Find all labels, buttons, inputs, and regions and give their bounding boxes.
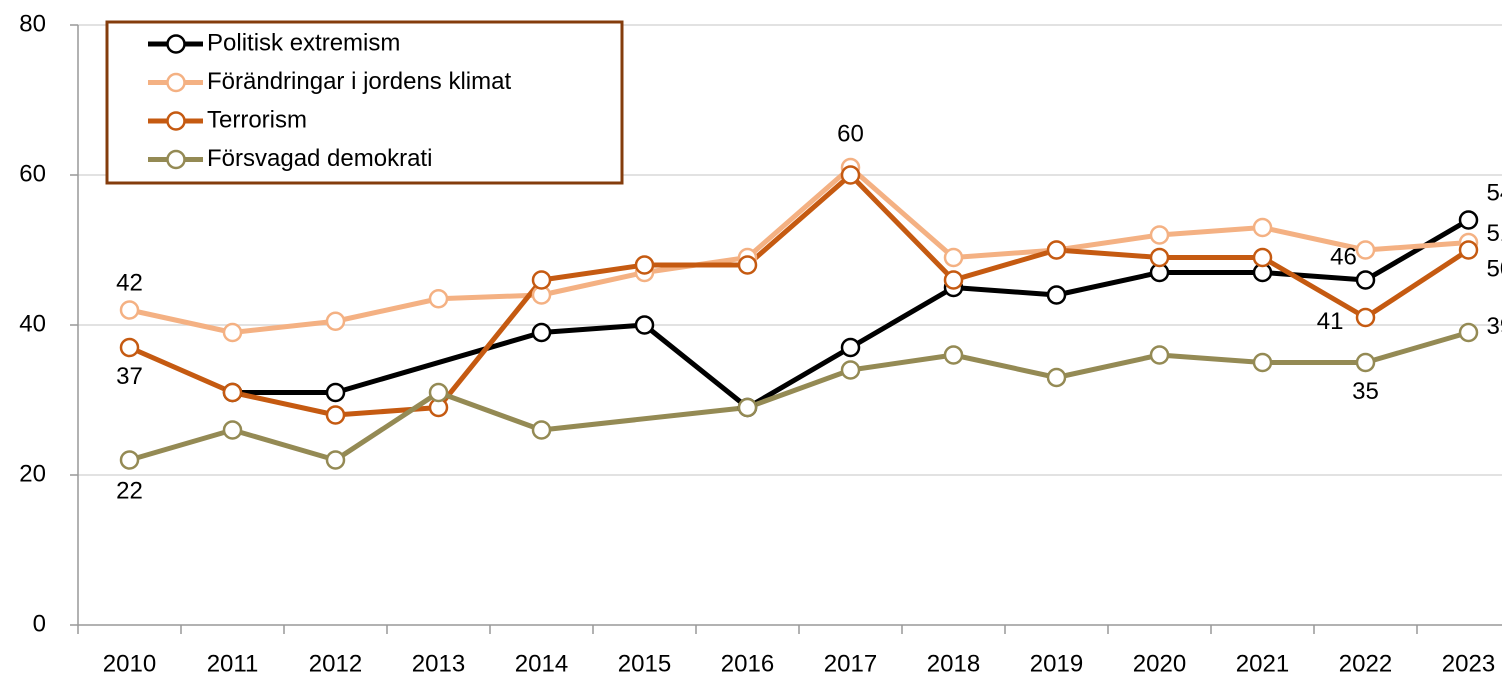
x-tick-label: 2016 bbox=[721, 650, 774, 677]
marker bbox=[1149, 247, 1170, 268]
data-label: 35 bbox=[1352, 378, 1379, 405]
marker bbox=[119, 450, 140, 470]
marker bbox=[1046, 240, 1067, 260]
legend-label: Förändringar i jordens klimat bbox=[207, 68, 511, 95]
x-tick-label: 2022 bbox=[1339, 650, 1392, 677]
marker bbox=[840, 165, 861, 185]
data-label: 37 bbox=[116, 363, 143, 390]
x-tick-label: 2020 bbox=[1133, 650, 1186, 677]
marker bbox=[1355, 270, 1376, 290]
data-label: 50 bbox=[1487, 255, 1502, 282]
marker bbox=[325, 382, 346, 403]
marker bbox=[1355, 307, 1376, 328]
x-tick-label: 2013 bbox=[412, 650, 465, 677]
marker bbox=[325, 311, 346, 331]
y-tick-label: 80 bbox=[19, 10, 46, 37]
data-label: 41 bbox=[1317, 308, 1344, 335]
marker bbox=[1252, 352, 1273, 373]
marker bbox=[840, 337, 861, 358]
marker bbox=[1046, 285, 1067, 305]
legend-marker bbox=[166, 111, 186, 131]
marker bbox=[222, 420, 243, 440]
data-label: 60 bbox=[837, 120, 864, 147]
x-tick-label: 2012 bbox=[309, 650, 362, 677]
marker bbox=[428, 382, 449, 403]
marker bbox=[1458, 322, 1479, 343]
marker bbox=[1355, 352, 1376, 373]
marker bbox=[737, 255, 758, 275]
x-tick-label: 2018 bbox=[927, 650, 980, 677]
marker bbox=[1355, 240, 1376, 260]
marker bbox=[943, 270, 964, 290]
marker bbox=[119, 337, 140, 358]
marker bbox=[1046, 367, 1067, 388]
marker bbox=[840, 360, 861, 380]
legend-marker bbox=[166, 149, 186, 170]
x-tick-label: 2017 bbox=[824, 650, 877, 677]
x-tick-label: 2023 bbox=[1442, 650, 1495, 677]
data-label: 46 bbox=[1330, 243, 1357, 270]
marker bbox=[428, 289, 449, 309]
marker bbox=[531, 420, 552, 440]
marker bbox=[943, 345, 964, 365]
x-tick-label: 2019 bbox=[1030, 650, 1083, 677]
data-label: 39 bbox=[1487, 313, 1502, 340]
marker bbox=[1252, 247, 1273, 268]
marker bbox=[325, 405, 346, 425]
marker bbox=[531, 270, 552, 290]
x-tick-label: 2014 bbox=[515, 650, 568, 677]
marker bbox=[1149, 345, 1170, 365]
marker bbox=[1149, 225, 1170, 245]
legend-label: Terrorism bbox=[207, 106, 307, 133]
marker bbox=[943, 247, 964, 268]
x-tick-label: 2010 bbox=[103, 650, 156, 677]
marker bbox=[634, 315, 655, 335]
legend-marker bbox=[166, 72, 186, 93]
series-line bbox=[128, 165, 1469, 335]
x-tick-label: 2021 bbox=[1236, 650, 1289, 677]
marker bbox=[222, 382, 243, 403]
marker bbox=[119, 300, 140, 320]
legend-marker bbox=[166, 34, 186, 54]
series-line bbox=[232, 217, 1470, 410]
data-label: 51 bbox=[1487, 220, 1502, 247]
legend-box bbox=[105, 20, 624, 185]
series-line bbox=[128, 172, 1470, 418]
y-tick-label: 20 bbox=[19, 460, 46, 487]
marker bbox=[1252, 217, 1273, 238]
marker bbox=[1458, 210, 1479, 230]
legend-label: Försvagad demokrati bbox=[207, 145, 432, 172]
x-tick-label: 2011 bbox=[207, 650, 259, 677]
y-tick-label: 0 bbox=[33, 610, 46, 637]
legend-label: Politisk extremism bbox=[207, 29, 400, 56]
x-tick-label: 2015 bbox=[618, 650, 671, 677]
marker bbox=[634, 255, 655, 275]
marker bbox=[1458, 240, 1479, 260]
marker bbox=[531, 322, 552, 343]
marker bbox=[325, 450, 346, 470]
data-label: 54 bbox=[1487, 179, 1502, 206]
marker bbox=[222, 322, 243, 343]
data-label: 22 bbox=[116, 477, 143, 504]
y-tick-label: 40 bbox=[19, 310, 46, 337]
data-label: 42 bbox=[116, 269, 143, 296]
y-tick-label: 60 bbox=[19, 160, 46, 187]
marker bbox=[737, 397, 758, 418]
